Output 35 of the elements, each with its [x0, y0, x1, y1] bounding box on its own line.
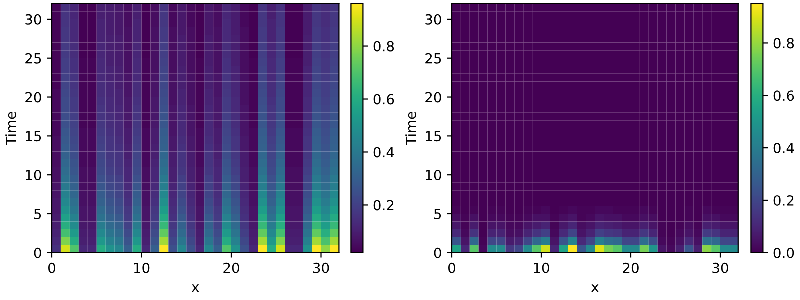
color-bar-label: 0.8 [374, 41, 394, 52]
x-axis-title: x [591, 284, 599, 292]
color-bar-label: 0.4 [374, 147, 394, 158]
color-bar-label: 0.0 [774, 248, 794, 258]
color-bar-label: 0.4 [774, 143, 794, 154]
x-tick-label: 30 [712, 262, 728, 274]
y-tick-label: 25 [426, 53, 442, 64]
y-tick-label: 15 [426, 131, 442, 142]
y-tick-label: 25 [26, 53, 42, 64]
y-tick-label: 10 [26, 170, 42, 181]
color-bar-label: 0.8 [774, 38, 794, 49]
color-bar-label: 0.2 [374, 200, 394, 211]
x-tick-label: 10 [134, 262, 150, 274]
x-tick-label: 20 [224, 262, 240, 274]
y-axis-title: Time [6, 112, 16, 146]
color-bar-label: 0.2 [774, 195, 794, 206]
y-tick-label: 15 [26, 131, 42, 142]
y-tick-label: 30 [426, 14, 442, 25]
y-tick-label: 10 [426, 170, 442, 181]
y-tick-label: 30 [26, 14, 42, 25]
y-tick-label: 0 [34, 248, 42, 258]
y-tick-label: 20 [426, 92, 442, 103]
x-tick-label: 0 [48, 262, 56, 274]
y-axis-title: Time [406, 112, 416, 146]
y-tick-label: 20 [26, 92, 42, 103]
x-tick-label: 30 [313, 262, 330, 274]
x-tick-label: 0 [448, 262, 456, 274]
y-tick-label: 5 [434, 209, 442, 220]
color-bar-label: 0.6 [774, 90, 794, 102]
x-axis-title: x [192, 284, 200, 292]
y-tick-label: 0 [434, 248, 442, 258]
x-tick-label: 10 [534, 262, 550, 274]
x-tick-label: 20 [623, 262, 639, 274]
color-bar-label: 0.6 [374, 94, 394, 105]
y-tick-label: 5 [34, 209, 42, 220]
